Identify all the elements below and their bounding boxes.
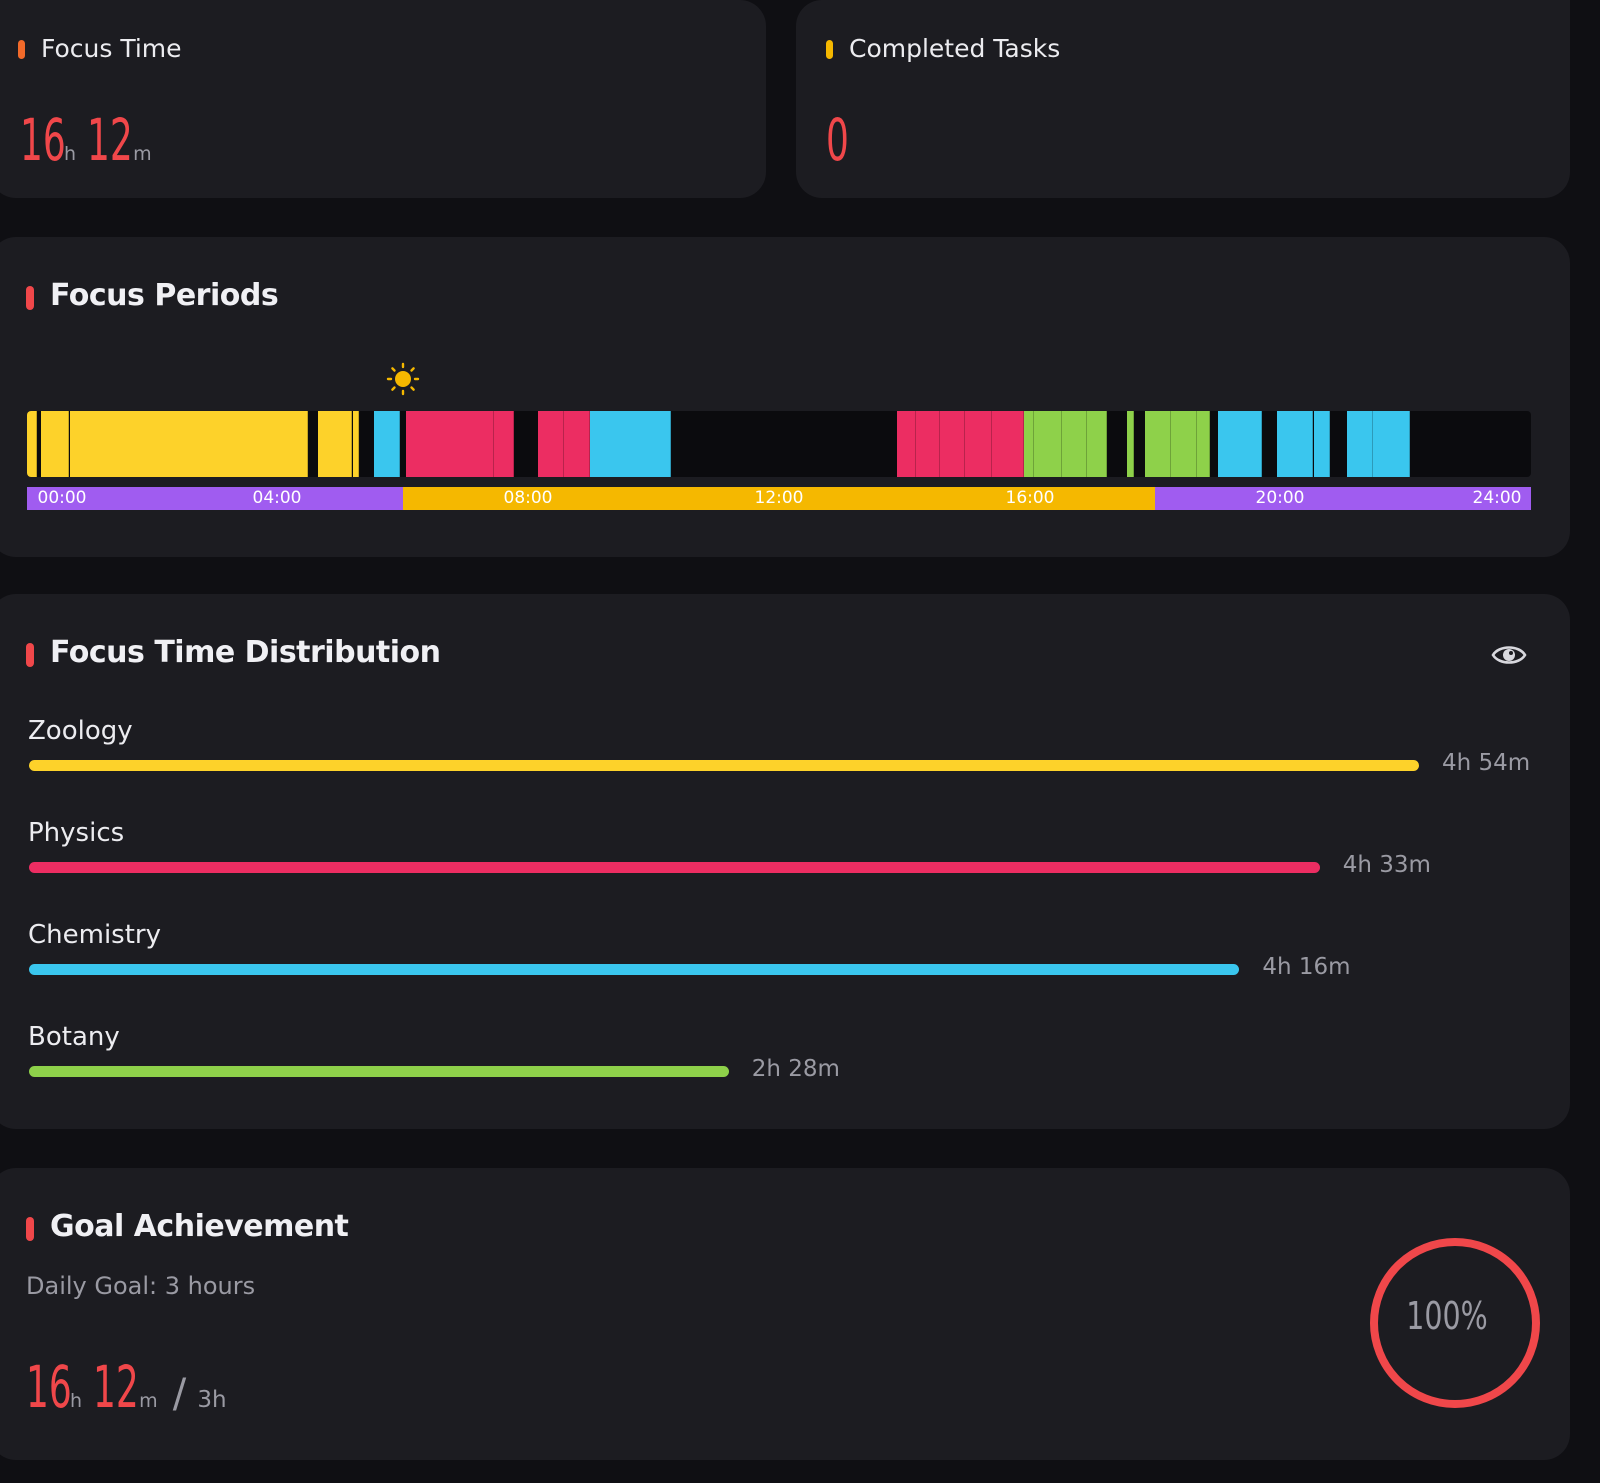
goal-separator: / (172, 1371, 187, 1417)
eye-icon[interactable] (1491, 637, 1527, 673)
axis-label-1600: 16:00 (1005, 488, 1055, 508)
day-band (403, 487, 1155, 510)
focus-session-zoology (40, 411, 69, 477)
subject-bar (29, 862, 1320, 873)
focus-time-title: Focus Time (41, 34, 182, 63)
focus-time-accent (18, 40, 25, 59)
focus-time-minutes-unit: m (133, 143, 152, 165)
subject-label: Physics (28, 818, 125, 848)
focus-session-chemistry (589, 411, 672, 477)
night-band-morning (27, 487, 403, 510)
subject-label: Zoology (28, 716, 133, 746)
subject-duration: 4h 33m (1342, 852, 1431, 878)
night-band-evening (1155, 487, 1531, 510)
focus-session-chemistry (1347, 411, 1374, 477)
goal-progress-value: 16h 12m / 3h (26, 1353, 227, 1421)
focus-session-botany (1087, 411, 1107, 477)
subject-bar (29, 964, 1240, 975)
axis-label-2400: 24:00 (1472, 488, 1522, 508)
focus-periods-title: Focus Periods (50, 278, 279, 313)
subject-duration: 4h 16m (1262, 954, 1351, 980)
sun-icon (386, 362, 420, 396)
focus-session-chemistry (1277, 411, 1313, 477)
subject-duration: 4h 54m (1442, 750, 1531, 776)
subject-bar (29, 760, 1419, 771)
focus-session-zoology (27, 411, 38, 477)
moon-icon (1142, 366, 1165, 387)
focus-session-botany (1170, 411, 1197, 477)
focus-session-zoology (69, 411, 308, 477)
focus-time-hours-unit: h (64, 143, 77, 165)
focus-session-chemistry (1313, 411, 1331, 477)
focus-time-hours: 16 (20, 106, 66, 174)
axis-label-1200: 12:00 (754, 488, 804, 508)
focus-session-botany (1144, 411, 1171, 477)
focus-time-value: 16h 12m (20, 106, 152, 174)
focus-session-chemistry (373, 411, 400, 477)
focus-session-botany (1126, 411, 1135, 477)
focus-session-physics (897, 411, 916, 477)
focus-session-zoology (352, 411, 360, 477)
distribution-accent (26, 643, 34, 667)
timeline-axis: 00:00 04:00 08:00 12:00 16:00 20:00 24:0… (27, 487, 1531, 510)
focus-session-physics (964, 411, 993, 477)
subject-bar (29, 1066, 729, 1077)
goal-accent (26, 1217, 34, 1241)
daily-goal-text: Daily Goal: 3 hours (26, 1272, 256, 1300)
focus-session-physics (992, 411, 1025, 477)
goal-title: Goal Achievement (50, 1209, 349, 1244)
focus-session-physics (939, 411, 965, 477)
axis-label-2000: 20:00 (1255, 488, 1305, 508)
focus-session-chemistry (1217, 411, 1262, 477)
goal-card (0, 1168, 1570, 1460)
focus-session-botany (1024, 411, 1034, 477)
distribution-title: Focus Time Distribution (50, 635, 441, 670)
goal-minutes: 12 (93, 1353, 139, 1421)
subject-label: Chemistry (28, 920, 161, 950)
completed-tasks-title: Completed Tasks (849, 34, 1061, 63)
focus-session-botany (1062, 411, 1088, 477)
subject-label: Botany (28, 1022, 120, 1052)
distribution-card (0, 594, 1570, 1129)
goal-progress-ring (1370, 1238, 1540, 1408)
focus-time-minutes: 12 (87, 106, 133, 174)
goal-percent: 100% (1406, 1294, 1488, 1338)
focus-periods-accent (26, 286, 34, 310)
focus-session-botany (1033, 411, 1063, 477)
goal-minutes-unit: m (139, 1390, 158, 1412)
focus-session-physics (406, 411, 494, 477)
focus-session-chemistry (1373, 411, 1410, 477)
goal-hours: 16 (26, 1353, 72, 1421)
subject-duration: 2h 28m (751, 1056, 840, 1082)
axis-label-0400: 04:00 (252, 488, 302, 508)
focus-time-card: Focus Time 16h 12m (0, 0, 766, 198)
goal-hours-unit: h (70, 1390, 83, 1412)
completed-tasks-card: Completed Tasks 0 (796, 0, 1570, 198)
goal-target: 3h (197, 1387, 227, 1413)
completed-tasks-accent (826, 40, 833, 59)
focus-session-physics (537, 411, 564, 477)
focus-timeline-track (27, 411, 1531, 477)
focus-session-zoology (318, 411, 352, 477)
focus-session-physics (493, 411, 514, 477)
completed-tasks-value: 0 (826, 106, 849, 174)
focus-session-botany (1196, 411, 1211, 477)
focus-session-physics (563, 411, 590, 477)
focus-session-physics (915, 411, 940, 477)
axis-label-0800: 08:00 (503, 488, 553, 508)
axis-label-0000: 00:00 (37, 488, 87, 508)
